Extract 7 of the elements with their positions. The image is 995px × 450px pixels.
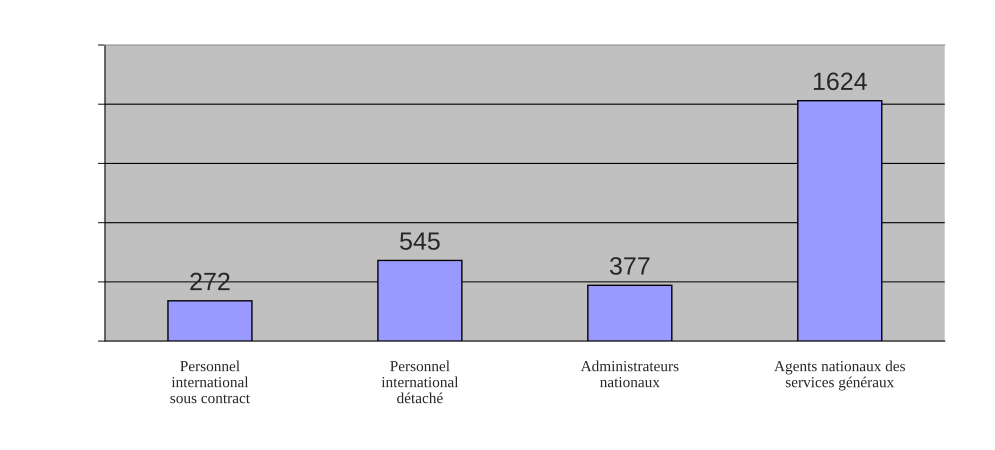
data-label: 545 xyxy=(400,232,440,250)
x-tick-label: Personnel international sous contract xyxy=(170,360,250,404)
x-tick-label: Agents nationaux des services généraux xyxy=(774,360,905,390)
x-tick-label: Administrateurs nationaux xyxy=(580,360,678,388)
data-label: 1624 xyxy=(814,72,867,90)
data-label: 377 xyxy=(610,257,650,275)
x-tick-label: Personnel international détaché xyxy=(382,360,458,404)
